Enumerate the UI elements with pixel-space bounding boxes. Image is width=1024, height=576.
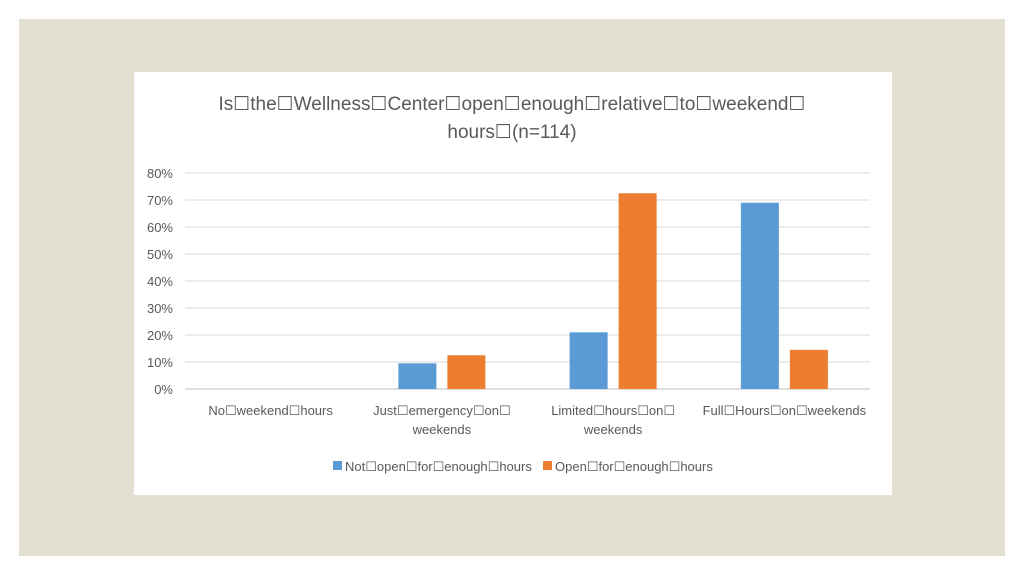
- x-category-label: No☐weekend☐hours: [208, 403, 333, 418]
- x-category-label: Full☐Hours☐on☐weekends: [703, 403, 867, 418]
- y-tick-label: 70%: [147, 193, 173, 208]
- y-tick-label: 0%: [154, 382, 173, 397]
- bar: [398, 363, 437, 389]
- y-tick-label: 30%: [147, 301, 173, 316]
- bar: [740, 202, 779, 389]
- legend-label: Not☐open☐for☐enough☐hours: [345, 459, 532, 474]
- y-tick-label: 50%: [147, 247, 173, 262]
- chart-title: Is☐the☐Wellness☐Center☐open☐enough☐relat…: [218, 94, 805, 115]
- y-tick-label: 40%: [147, 274, 173, 289]
- bar: [569, 332, 608, 389]
- x-category-label: Just☐emergency☐on☐: [373, 403, 511, 418]
- chart-title: hours☐(n=114): [447, 122, 576, 143]
- x-category-label: weekends: [583, 422, 643, 437]
- x-category-label: Limited☐hours☐on☐: [551, 403, 675, 418]
- bar: [618, 193, 657, 389]
- bar: [447, 355, 486, 389]
- y-tick-label: 60%: [147, 220, 173, 235]
- legend-swatch: [333, 461, 342, 470]
- y-tick-label: 10%: [147, 355, 173, 370]
- legend-swatch: [543, 461, 552, 470]
- y-tick-label: 20%: [147, 328, 173, 343]
- bar: [789, 349, 828, 389]
- y-tick-label: 80%: [147, 166, 173, 181]
- legend-label: Open☐for☐enough☐hours: [555, 459, 713, 474]
- x-category-label: weekends: [412, 422, 472, 437]
